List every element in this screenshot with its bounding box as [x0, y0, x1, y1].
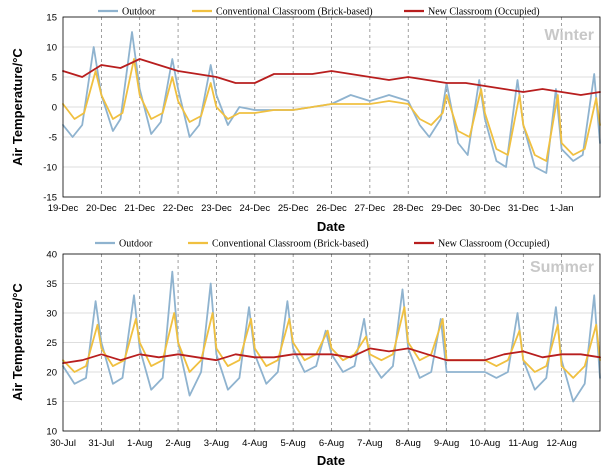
summer-y-tick-label: 10: [46, 427, 57, 438]
winter-x-axis-title: Date: [317, 219, 345, 234]
winter-y-ticks: 15 10 5 0 -5 -10 -15: [43, 13, 57, 204]
winter-y-tick-label: 10: [46, 43, 57, 54]
summer-x-tick-label: 9-Aug: [434, 438, 459, 449]
summer-y-tick-label: 15: [46, 397, 57, 408]
summer-x-tick-label: 12-Aug: [546, 438, 577, 449]
summer-x-tick-label: 5-Aug: [280, 438, 305, 449]
winter-season-label: Winter: [544, 27, 594, 44]
summer-chart: 40 35 30 25 20 15 10 30-Jul 31-Jul 1-Aug 2-Aug 3-A…: [10, 239, 601, 468]
summer-y-tick-label: 35: [46, 279, 57, 290]
winter-x-tick-label: 20-Dec: [86, 203, 117, 214]
summer-x-tick-label: 3-Aug: [204, 438, 229, 449]
summer-x-tick-label: 8-Aug: [396, 438, 421, 449]
winter-x-tick-label: 22-Dec: [163, 203, 194, 214]
summer-legend-outdoor: Outdoor: [119, 239, 153, 250]
summer-x-tick-label: 2-Aug: [165, 438, 190, 449]
winter-plot-frame: [62, 16, 601, 198]
winter-series-new-classroom-occupied: [62, 58, 601, 96]
winter-x-tick-label: 31-Dec: [508, 203, 539, 214]
winter-legend-outdoor: Outdoor: [122, 7, 156, 18]
winter-series-conventional-classroom-brick-based: [62, 58, 601, 162]
winter-x-tick-label: 26-Dec: [316, 203, 347, 214]
summer-legend-new: New Classroom (Occupied): [438, 239, 550, 250]
winter-legend: Outdoor Conventional Classroom (Brick-ba…: [98, 7, 540, 18]
winter-y-axis-title: Air Temperature/°C: [10, 48, 25, 166]
summer-x-tick-label: 7-Aug: [357, 438, 382, 449]
summer-x-tick-label: 4-Aug: [242, 438, 267, 449]
winter-x-tick-label: 1-Jan: [550, 203, 574, 214]
summer-x-tick-label: 6-Aug: [319, 438, 344, 449]
winter-x-tick-label: 27-Dec: [355, 203, 386, 214]
winter-x-tick-label: 23-Dec: [201, 203, 232, 214]
summer-x-tick-label: 10-Aug: [470, 438, 501, 449]
summer-x-tick-label: 1-Aug: [127, 438, 152, 449]
winter-y-tick-label: -5: [49, 133, 57, 144]
winter-x-tick-label: 19-Dec: [48, 203, 79, 214]
winter-y-tick-label: 0: [52, 103, 57, 114]
summer-series-conventional-classroom-brick-based: [62, 306, 601, 379]
winter-x-tick-label: 24-Dec: [239, 203, 270, 214]
winter-legend-conventional: Conventional Classroom (Brick-based): [216, 7, 373, 18]
winter-x-tick-label: 30-Dec: [470, 203, 501, 214]
winter-x-tick-label: 21-Dec: [124, 203, 155, 214]
summer-plot-frame: [62, 253, 601, 432]
winter-x-tick-label: 29-Dec: [431, 203, 462, 214]
winter-y-tick-label: -15: [43, 193, 57, 204]
winter-y-tick-label: 15: [46, 13, 57, 24]
winter-x-ticks: 19-Dec 20-Dec 21-Dec 22-Dec 23-Dec 24-Dec 25-D…: [48, 203, 574, 214]
summer-y-tick-label: 40: [46, 250, 57, 261]
summer-series-new-classroom-occupied: [62, 347, 601, 365]
summer-x-ticks: 30-Jul 31-Jul 1-Aug 2-Aug 3-Aug 4-Aug 5-Aug 6-A…: [50, 438, 577, 449]
summer-y-tick-label: 25: [46, 338, 57, 349]
summer-x-tick-label: 31-Jul: [88, 438, 114, 449]
summer-x-tick-label: 30-Jul: [50, 438, 76, 449]
summer-y-tick-label: 30: [46, 309, 57, 320]
summer-y-tick-label: 20: [46, 368, 57, 379]
summer-x-axis-title: Date: [317, 453, 345, 468]
winter-series-lines: [62, 31, 601, 174]
winter-x-tick-label: 28-Dec: [393, 203, 424, 214]
winter-y-tick-label: -10: [43, 163, 57, 174]
summer-y-axis-title: Air Temperature/°C: [10, 283, 25, 401]
winter-y-tick-label: 5: [52, 73, 57, 84]
summer-y-ticks: 40 35 30 25 20 15 10: [46, 250, 57, 438]
summer-series-lines: [62, 270, 601, 403]
winter-x-tick-label: 25-Dec: [278, 203, 309, 214]
summer-season-label: Summer: [530, 259, 594, 276]
summer-legend-conventional: Conventional Classroom (Brick-based): [212, 239, 369, 250]
winter-legend-new: New Classroom (Occupied): [428, 7, 540, 18]
summer-x-tick-label: 11-Aug: [508, 438, 538, 449]
summer-legend: Outdoor Conventional Classroom (Brick-ba…: [95, 239, 550, 250]
